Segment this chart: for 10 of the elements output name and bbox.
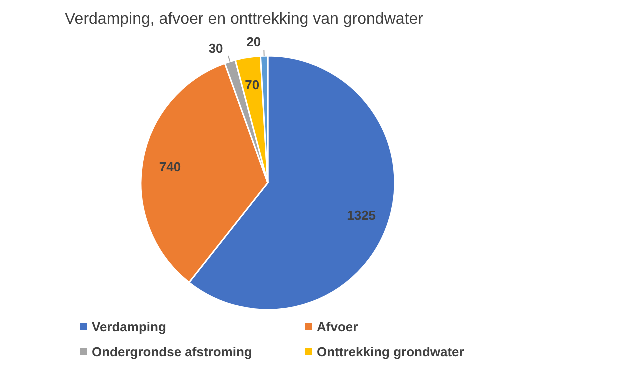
legend-label: Afvoer xyxy=(317,320,358,334)
chart-title: Verdamping, afvoer en onttrekking van grondwater xyxy=(65,11,424,28)
data-label: 70 xyxy=(245,78,260,93)
data-label: 740 xyxy=(159,160,182,175)
legend-label: Ondergrondse afstroming xyxy=(92,344,252,360)
data-label: 30 xyxy=(208,40,224,56)
legend-label: Onttrekking grondwater xyxy=(317,344,464,360)
data-label: 20 xyxy=(246,34,262,50)
legend-label: Verdamping xyxy=(92,320,166,334)
data-label: 1325 xyxy=(347,208,376,223)
